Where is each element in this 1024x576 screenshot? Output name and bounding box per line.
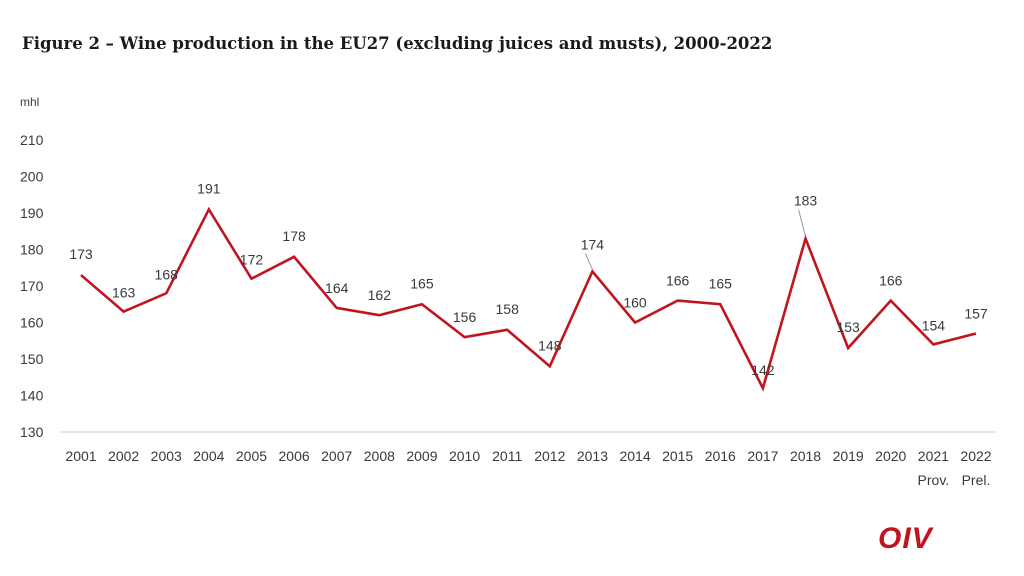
- x-axis: 2001 2002 2003 2004 2005 2006 2007 2008 2009 2010…: [65, 448, 991, 488]
- x-tick-label: 2016: [705, 448, 736, 464]
- data-label: 174: [581, 236, 605, 252]
- data-label: 164: [325, 280, 349, 296]
- label-leader-lines: [584, 209, 807, 270]
- y-tick-label: 170: [20, 278, 44, 294]
- data-label: 166: [879, 273, 903, 289]
- x-tick-label: 2007: [321, 448, 352, 464]
- data-label: 191: [197, 180, 221, 196]
- y-tick-label: 160: [20, 315, 44, 331]
- x-tick-sublabel: Prov.: [918, 472, 950, 488]
- x-tick-label: 2013: [577, 448, 608, 464]
- x-tick-label: 2020: [875, 448, 906, 464]
- y-tick-label: 190: [20, 205, 44, 221]
- data-label: 160: [623, 295, 647, 311]
- x-tick-label: 2004: [193, 448, 224, 464]
- data-label: 156: [453, 309, 477, 325]
- data-label: 168: [155, 266, 179, 282]
- y-tick-label: 130: [20, 424, 44, 440]
- x-tick-label: 2006: [279, 448, 310, 464]
- data-label: 163: [112, 285, 136, 301]
- x-tick-label: 2005: [236, 448, 267, 464]
- y-tick-label: 140: [20, 388, 44, 404]
- x-tick-label: 2021: [918, 448, 949, 464]
- data-labels: 173 163 168 191 172 178 164 162 165 156 158 148 174 1…: [69, 180, 988, 378]
- x-tick-label: 2018: [790, 448, 821, 464]
- label-leader-line: [798, 209, 807, 237]
- chart-title: Figure 2 – Wine production in the EU27 (…: [22, 34, 773, 53]
- data-label: 172: [240, 252, 264, 268]
- x-tick-label: 2011: [492, 448, 522, 464]
- series-line-wine-production: [80, 206, 977, 392]
- label-leader-line: [584, 253, 593, 270]
- y-tick-label: 200: [20, 169, 44, 185]
- x-tick-label: 2009: [406, 448, 437, 464]
- x-tick-label: 2001: [65, 448, 96, 464]
- x-tick-label: 2008: [364, 448, 395, 464]
- data-label: 153: [836, 319, 860, 335]
- data-label: 142: [751, 362, 775, 378]
- data-label: 178: [282, 228, 306, 244]
- data-label: 162: [368, 287, 392, 303]
- y-axis-unit: mhl: [20, 95, 39, 109]
- data-label: 158: [496, 301, 520, 317]
- data-label: 154: [922, 317, 946, 333]
- data-label: 183: [794, 193, 818, 209]
- y-tick-label: 210: [20, 132, 44, 148]
- x-tick-label: 2022: [960, 448, 991, 464]
- x-tick-label: 2010: [449, 448, 480, 464]
- data-label: 148: [538, 337, 562, 353]
- y-tick-label: 180: [20, 242, 44, 258]
- data-label: 157: [964, 305, 988, 321]
- y-tick-label: 150: [20, 351, 44, 367]
- oiv-logo: OIV: [878, 522, 933, 555]
- x-tick-label: 2019: [833, 448, 864, 464]
- x-tick-label: 2015: [662, 448, 693, 464]
- y-axis: 130 140 150 160 170 180 190 200 210: [20, 132, 44, 440]
- data-label: 165: [410, 275, 434, 291]
- x-tick-label: 2003: [151, 448, 182, 464]
- data-label: 173: [69, 246, 93, 262]
- x-tick-label: 2017: [747, 448, 778, 464]
- x-tick-sublabel: Prel.: [962, 472, 991, 488]
- x-tick-label: 2014: [619, 448, 650, 464]
- data-label: 166: [666, 273, 690, 289]
- data-label: 165: [709, 275, 733, 291]
- x-tick-label: 2002: [108, 448, 139, 464]
- x-tick-label: 2012: [534, 448, 565, 464]
